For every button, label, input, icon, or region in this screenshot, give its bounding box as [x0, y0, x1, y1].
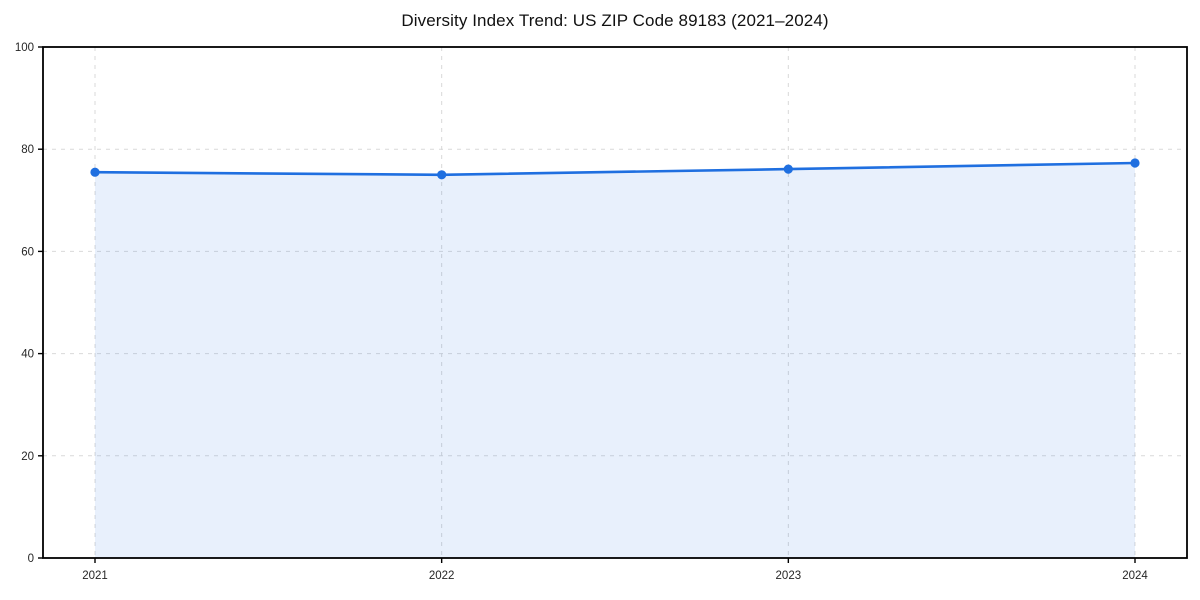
x-tick-label: 2024	[1122, 570, 1148, 582]
data-point-marker	[1130, 158, 1140, 168]
x-tick-label: 2021	[82, 570, 108, 582]
y-tick-label: 0	[28, 553, 34, 565]
y-tick-label: 40	[21, 349, 34, 361]
y-tick-label: 80	[21, 144, 34, 156]
data-point-marker	[783, 164, 793, 174]
y-tick-label: 20	[21, 451, 34, 463]
trend-line	[93, 161, 1137, 177]
data-point-marker	[437, 170, 447, 180]
area-fill	[95, 163, 1135, 558]
y-tick-label: 100	[15, 42, 34, 54]
y-tick-label: 60	[21, 246, 34, 258]
data-point-marker	[90, 167, 100, 177]
x-tick-label: 2022	[429, 570, 455, 582]
chart-title: Diversity Index Trend: US ZIP Code 89183…	[401, 11, 829, 30]
plot-border	[42, 46, 1188, 559]
x-tick-label: 2023	[776, 570, 802, 582]
